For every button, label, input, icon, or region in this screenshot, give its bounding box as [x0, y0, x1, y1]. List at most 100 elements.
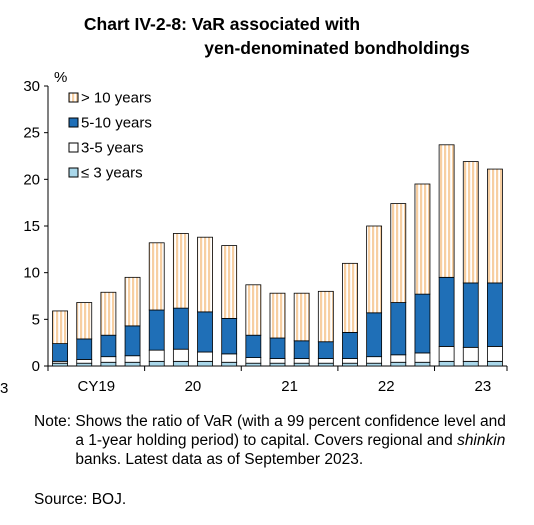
bar-segment-gt10: [269, 292, 286, 339]
x-tick-label: 23: [474, 378, 491, 395]
bar-segment-y5_10: [317, 341, 334, 359]
bar-segment-y5_10: [438, 276, 455, 347]
bar-segment-y3_5: [245, 357, 262, 364]
bar-segment-le3: [197, 360, 213, 367]
bar-segment-y3_5: [414, 352, 431, 363]
bar-segment-le3: [414, 361, 431, 367]
bar-segment-y3_5: [438, 345, 455, 362]
bar-segment-gt10: [221, 245, 238, 319]
bar-segment-gt10: [124, 276, 141, 327]
legend-swatch-le3: [68, 167, 79, 178]
bar-segment-y5_10: [221, 317, 238, 355]
bar-segment-y5_10: [148, 309, 165, 351]
bar-segment-y3_5: [342, 358, 358, 364]
y-tick-label: 5: [32, 311, 40, 328]
bar-segment-le3: [124, 361, 141, 367]
bar-segment-y3_5: [76, 359, 93, 364]
bar-segment-gt10: [342, 262, 358, 333]
bar-segment-gt10: [76, 302, 93, 340]
bar-segment-gt10: [390, 203, 407, 303]
bar-segment-gt10: [172, 233, 189, 309]
legend-label-y5_10: 5-10 years: [81, 115, 152, 132]
bar-segment-le3: [390, 361, 407, 367]
bar-segment-y5_10: [462, 282, 479, 348]
bar-segment-y5_10: [172, 307, 189, 350]
bar-segment-gt10: [52, 310, 68, 344]
bar-segment-y5_10: [197, 311, 213, 353]
note-label: Note:: [34, 413, 76, 430]
bar-segment-le3: [148, 360, 165, 367]
y-tick-label: 10: [23, 265, 40, 282]
y-axis-unit: %: [54, 69, 67, 86]
bar-segment-y5_10: [293, 340, 310, 359]
stacked-bar-chart: 0 5 10 15 20 25 30% CY19 20 21 22 23 > 10 years 5-10 …: [23, 69, 508, 395]
bar-segment-y3_5: [100, 356, 117, 363]
bar-segment-le3: [100, 361, 117, 367]
bar-segment-gt10: [487, 168, 503, 284]
bar-segment-le3: [245, 362, 262, 367]
bar-segment-le3: [269, 362, 286, 367]
bar-segment-y3_5: [317, 358, 334, 364]
bar-segment-le3: [172, 360, 189, 367]
bar-segment-y5_10: [366, 312, 383, 358]
bar-segment-y3_5: [462, 346, 479, 362]
bar-segment-y3_5: [293, 358, 310, 364]
y-tick-label: 0: [32, 358, 40, 375]
bar-segment-y3_5: [197, 351, 213, 362]
bar-segment-y5_10: [487, 282, 503, 347]
note-text: Shows the ratio of VaR (with a 99 percen…: [75, 413, 506, 468]
bar-segment-y3_5: [366, 356, 383, 364]
bar-segment-le3: [221, 361, 238, 367]
legend-label-y3_5: 3-5 years: [81, 140, 144, 157]
bar-segment-gt10: [366, 225, 383, 314]
bar-segment-le3: [487, 360, 503, 367]
y-tick-label: 20: [23, 171, 40, 188]
x-tick-label: 20: [185, 378, 202, 395]
legend-label-gt10: > 10 years: [81, 90, 151, 107]
legend-swatch-y5_10: [68, 117, 79, 128]
legend-swatch-y3_5: [68, 142, 79, 153]
bar-segment-gt10: [414, 183, 431, 295]
bar-segment-y5_10: [52, 343, 68, 362]
bar-segment-y5_10: [76, 338, 93, 360]
legend-label-le3: ≤ 3 years: [81, 165, 143, 182]
x-tick-label: 22: [378, 378, 395, 395]
bar-segment-le3: [342, 362, 358, 367]
legend-swatch-gt10: [68, 92, 79, 103]
bar-segment-gt10: [317, 290, 334, 343]
bar-segment-y5_10: [124, 325, 141, 357]
bar-segment-y5_10: [414, 293, 431, 354]
bar-segment-le3: [366, 362, 383, 367]
bar-segment-le3: [462, 360, 479, 367]
bar-segment-y3_5: [269, 358, 286, 364]
bar-segment-gt10: [245, 284, 262, 336]
bar-segment-gt10: [197, 236, 213, 313]
bar-segment-le3: [293, 362, 310, 367]
y-tick-label: 15: [23, 218, 40, 235]
bar-segment-y5_10: [269, 337, 286, 359]
bar-segment-le3: [52, 362, 68, 367]
bar-segment-y5_10: [100, 334, 117, 358]
bar-segment-y5_10: [390, 302, 407, 356]
chart-title-line2: yen-denominated bondholdings: [204, 38, 470, 58]
cropped-edge-text: 3: [0, 380, 9, 397]
bar-segment-gt10: [148, 242, 165, 311]
bar-segment-gt10: [293, 292, 310, 342]
bar-segment-y5_10: [342, 331, 358, 359]
bar-segment-gt10: [100, 291, 117, 336]
bar-segment-y3_5: [390, 354, 407, 363]
chart-note: Note: Shows the ratio of VaR (with a 99 …: [34, 412, 514, 469]
bar-segment-y3_5: [487, 345, 503, 362]
bar-segment-le3: [438, 360, 455, 367]
x-tick-label: 21: [281, 378, 298, 395]
bar-segment-le3: [76, 362, 93, 367]
bar-segment-le3: [317, 362, 334, 367]
y-tick-label: 25: [23, 125, 40, 142]
chart-title: Chart IV-2-8: VaR associated with yen-de…: [0, 12, 534, 60]
bar-segment-y3_5: [124, 355, 141, 363]
bar-segment-gt10: [462, 161, 479, 284]
bar-segment-gt10: [438, 144, 455, 278]
chart-source: Source: BOJ.: [34, 491, 127, 508]
bar-segment-y3_5: [148, 349, 165, 362]
chart-title-line1: Chart IV-2-8: VaR associated with: [83, 14, 361, 34]
